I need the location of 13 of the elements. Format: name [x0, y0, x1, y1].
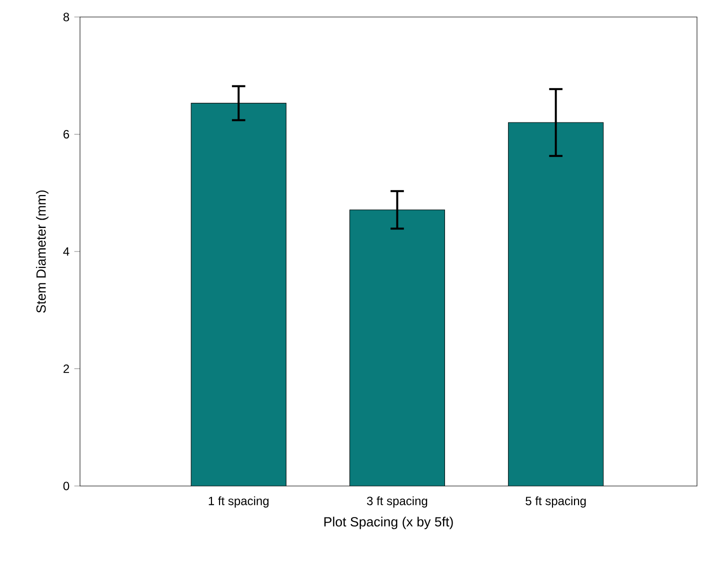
y-axis-title: Stem Diameter (mm): [36, 190, 48, 313]
y-tick-label: 0: [63, 482, 70, 490]
bar: [349, 210, 445, 486]
x-tick-label: 3 ft spacing: [367, 496, 428, 508]
bar: [190, 102, 286, 486]
y-tick-label: 8: [63, 12, 70, 22]
y-tick-label: 4: [63, 247, 70, 256]
x-axis-title: Plot Spacing (x by 5ft): [324, 516, 453, 530]
y-tick-label: 6: [64, 130, 70, 138]
x-tick-label: 5 ft spacing: [526, 496, 586, 508]
y-tick-label: 2: [64, 364, 69, 373]
bar: [508, 122, 604, 486]
x-tick-label: 1 ft spacing: [208, 496, 269, 508]
